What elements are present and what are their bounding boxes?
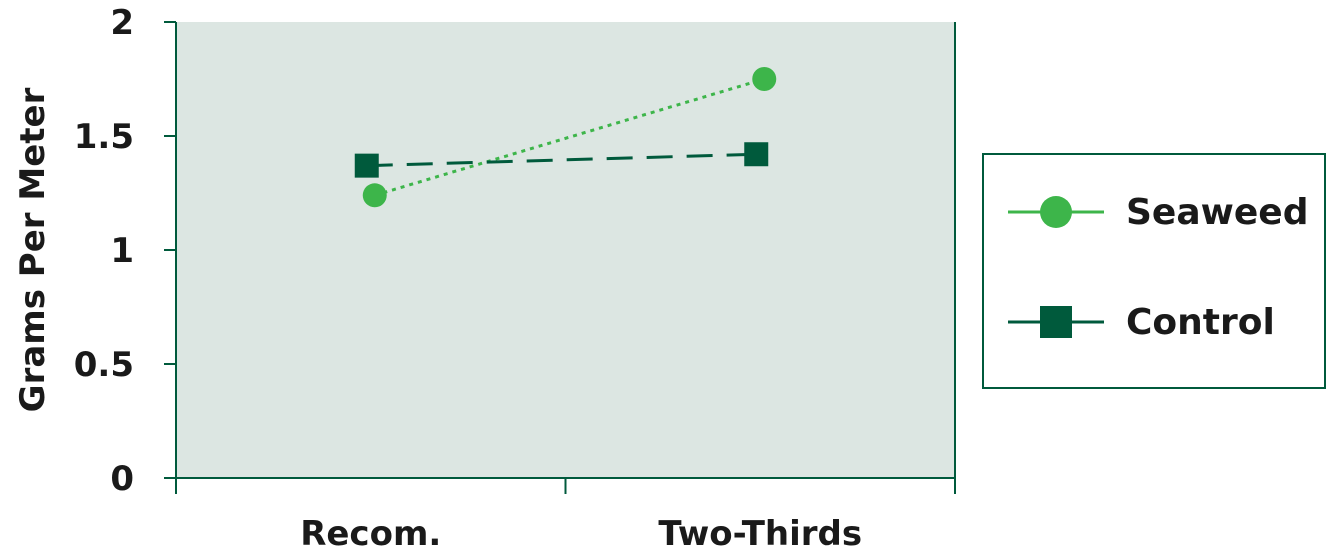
legend-marker xyxy=(1040,306,1072,338)
data-point xyxy=(354,153,379,178)
y-axis-ticks: 0 0.5 1 1.5 2 xyxy=(74,3,176,499)
legend-label: Seaweed xyxy=(1126,192,1309,233)
y-tick-label: 0.5 xyxy=(74,345,134,385)
series-line xyxy=(366,152,757,168)
x-tick-label: Recom. xyxy=(300,514,441,554)
y-tick-label: 1 xyxy=(110,231,134,271)
y-tick-label: 2 xyxy=(110,3,134,43)
x-axis-ticks: Recom. Two-Thirds xyxy=(175,478,956,554)
legend-item-seaweed: Seaweed xyxy=(1008,192,1309,233)
legend: Seaweed Control xyxy=(982,153,1326,389)
x-tick-label: Two-Thirds xyxy=(658,514,862,554)
legend-box xyxy=(982,153,1326,389)
legend-item-control: Control xyxy=(1008,302,1275,343)
series-seaweed xyxy=(362,67,777,208)
series-control xyxy=(354,142,769,178)
data-point xyxy=(752,67,777,91)
data-point xyxy=(744,142,769,167)
y-axis-title: Grams Per Meter xyxy=(13,87,53,412)
series-layer xyxy=(354,67,777,208)
legend-marker xyxy=(1040,196,1072,228)
y-tick-label: 0 xyxy=(110,459,134,499)
plot-area xyxy=(176,22,955,478)
data-point xyxy=(362,183,387,208)
legend-label: Control xyxy=(1126,302,1275,343)
y-tick-label: 1.5 xyxy=(74,117,134,157)
